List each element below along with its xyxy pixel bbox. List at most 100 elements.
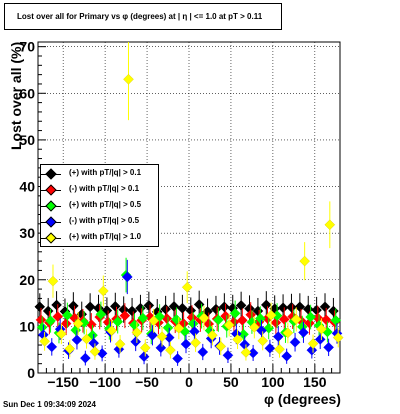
data-point bbox=[222, 349, 234, 361]
legend-marker bbox=[41, 232, 61, 244]
legend: (+) with pT/|q| > 0.1 (-) with pT/|q| > … bbox=[40, 164, 159, 247]
data-point bbox=[323, 342, 334, 353]
data-point bbox=[143, 300, 155, 311]
data-point bbox=[64, 343, 76, 355]
data-point bbox=[180, 338, 192, 350]
y-tick-label: 0 bbox=[27, 365, 35, 381]
data-point bbox=[177, 302, 188, 314]
data-point bbox=[114, 338, 126, 350]
data-point bbox=[223, 319, 235, 331]
data-point bbox=[130, 336, 142, 348]
data-point bbox=[156, 331, 168, 342]
x-tick-label: 0 bbox=[185, 374, 193, 390]
data-point bbox=[274, 343, 285, 355]
data-point bbox=[155, 342, 167, 354]
data-point bbox=[264, 342, 276, 354]
data-point bbox=[79, 352, 91, 364]
data-point bbox=[46, 341, 58, 353]
data-point bbox=[190, 337, 201, 349]
data-point bbox=[131, 327, 143, 338]
data-point bbox=[215, 341, 227, 352]
data-point bbox=[213, 314, 224, 326]
data-point bbox=[282, 327, 294, 339]
data-point bbox=[123, 73, 134, 85]
data-point bbox=[147, 329, 158, 341]
y-tick-label: 30 bbox=[19, 225, 35, 241]
data-point bbox=[305, 311, 316, 323]
data-point bbox=[229, 307, 241, 319]
data-point bbox=[71, 334, 83, 346]
x-tick-label: −100 bbox=[89, 374, 121, 390]
data-point bbox=[307, 338, 319, 349]
data-point bbox=[277, 302, 289, 314]
data-point bbox=[172, 353, 183, 364]
data-point bbox=[278, 314, 290, 325]
data-point bbox=[207, 329, 218, 341]
y-tick-label: 70 bbox=[19, 39, 35, 55]
data-point bbox=[235, 300, 247, 311]
data-point bbox=[294, 301, 306, 313]
data-point bbox=[330, 314, 342, 326]
legend-label: (+) with pT/|q| > 0.1 bbox=[69, 168, 142, 177]
x-tick-label: −50 bbox=[135, 374, 159, 390]
data-point bbox=[316, 323, 327, 335]
data-point bbox=[324, 219, 336, 231]
data-point bbox=[173, 322, 185, 334]
legend-label: (+) with pT/|q| > 0.5 bbox=[69, 200, 142, 209]
chart-title: Lost over all for Primary vs φ (degrees)… bbox=[4, 3, 282, 30]
x-tick-label: 100 bbox=[261, 374, 285, 390]
data-point bbox=[62, 309, 73, 321]
data-point bbox=[139, 342, 151, 354]
data-point bbox=[45, 315, 56, 327]
data-point bbox=[189, 326, 200, 337]
axes: 0 10 20 30 40 50 60 70 −150 −100 −50 0 50 100 150 bbox=[19, 39, 341, 390]
data-point bbox=[265, 309, 277, 321]
data-point bbox=[84, 301, 96, 313]
data-points bbox=[34, 42, 344, 366]
data-point bbox=[290, 314, 302, 325]
data-point bbox=[248, 321, 260, 333]
legend-entry: (-) with pT/|q| > 0.5 bbox=[41, 214, 158, 230]
data-point bbox=[121, 271, 133, 283]
data-point bbox=[34, 301, 46, 313]
series-group bbox=[39, 42, 344, 361]
data-point bbox=[281, 350, 293, 362]
data-point bbox=[137, 312, 149, 324]
data-point bbox=[47, 275, 59, 287]
legend-entry: (+) with pT/|q| > 1.0 bbox=[41, 230, 158, 246]
data-point bbox=[254, 313, 266, 324]
data-point bbox=[138, 351, 150, 363]
data-point bbox=[109, 300, 121, 312]
legend-marker bbox=[41, 200, 61, 212]
x-axis-label: φ (degrees) bbox=[264, 391, 341, 407]
y-tick-label: 40 bbox=[19, 179, 35, 195]
legend-label: (-) with pT/|q| > 0.5 bbox=[69, 216, 140, 225]
data-point bbox=[299, 255, 311, 267]
y-tick-label: 50 bbox=[19, 132, 35, 148]
legend-marker bbox=[41, 184, 61, 196]
data-point bbox=[332, 332, 344, 343]
data-point bbox=[126, 305, 138, 317]
data-point bbox=[298, 327, 309, 338]
data-point bbox=[95, 308, 107, 320]
data-point bbox=[97, 285, 109, 297]
data-point bbox=[256, 325, 267, 336]
data-point bbox=[218, 301, 230, 313]
data-point bbox=[270, 317, 282, 329]
legend-label: (-) with pT/|q| > 0.1 bbox=[69, 184, 140, 193]
legend-marker bbox=[41, 216, 61, 228]
data-point bbox=[106, 325, 118, 336]
data-point bbox=[160, 303, 171, 315]
chart-title-text: Lost over all for Primary vs φ (degrees)… bbox=[17, 12, 263, 21]
data-point bbox=[81, 333, 92, 345]
data-point bbox=[165, 344, 176, 356]
data-point bbox=[260, 299, 272, 311]
data-point bbox=[60, 318, 72, 329]
data-point bbox=[272, 331, 284, 342]
data-point bbox=[89, 346, 101, 357]
data-point bbox=[181, 281, 193, 293]
x-tick-label: 150 bbox=[303, 374, 327, 390]
data-point bbox=[56, 328, 67, 340]
y-tick-label: 60 bbox=[19, 85, 35, 101]
x-tick-label: 50 bbox=[223, 374, 239, 390]
